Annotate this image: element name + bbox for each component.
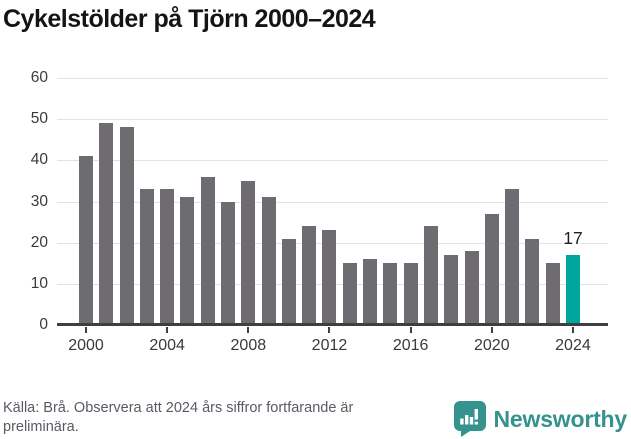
x-axis-line bbox=[57, 323, 608, 326]
bar-2009 bbox=[261, 197, 276, 325]
bar-2013 bbox=[342, 263, 357, 325]
y-tick-label-30: 30 bbox=[30, 192, 48, 210]
bar-2016 bbox=[403, 263, 418, 325]
x-tick-2008 bbox=[247, 327, 250, 333]
bar-2000 bbox=[79, 156, 93, 325]
plot-area: 17 bbox=[57, 78, 608, 326]
x-tick-2000 bbox=[85, 327, 87, 333]
x-tick-2020 bbox=[490, 327, 493, 333]
bar-2017 bbox=[423, 226, 438, 325]
x-tick-label-2024: 2024 bbox=[555, 337, 591, 354]
y-axis-labels: 0 10 20 30 40 50 60 bbox=[0, 69, 50, 333]
highlight-value-label: 17 bbox=[563, 228, 583, 249]
bar-2022 bbox=[525, 238, 540, 325]
bar-2003 bbox=[139, 189, 154, 325]
newsworthy-logo[interactable]: Newsworthy bbox=[453, 401, 628, 437]
x-tick-label-2016: 2016 bbox=[392, 337, 429, 354]
bar-2019 bbox=[464, 250, 479, 325]
gridline-60 bbox=[57, 78, 608, 79]
chart-title: Cykelstölder på Tjörn 2000–2024 bbox=[3, 5, 376, 33]
bar-2005 bbox=[180, 197, 195, 325]
x-axis-labels: 2000 2004 2008 2012 2016 2020 2024 bbox=[57, 325, 608, 361]
bar-2012 bbox=[322, 230, 337, 325]
bar-2011 bbox=[302, 226, 317, 325]
x-tick-label-2008: 2008 bbox=[230, 337, 267, 354]
bar-2014 bbox=[363, 259, 378, 325]
x-tick-label-2004: 2004 bbox=[149, 337, 185, 354]
bar-2023 bbox=[545, 263, 560, 325]
bar-2006 bbox=[200, 176, 215, 325]
newsworthy-bubble-chart-icon bbox=[453, 401, 486, 437]
gridline-50 bbox=[57, 119, 608, 121]
gridline-30 bbox=[57, 201, 608, 203]
x-tick-2016 bbox=[409, 327, 412, 333]
y-tick-label-60: 60 bbox=[30, 69, 48, 86]
y-tick-label-10: 10 bbox=[30, 274, 48, 292]
bar-2020 bbox=[484, 213, 499, 325]
y-tick-label-0: 0 bbox=[39, 316, 48, 333]
x-tick-2024 bbox=[571, 327, 574, 333]
x-tick-label-2012: 2012 bbox=[311, 337, 348, 354]
y-tick-label-50: 50 bbox=[30, 110, 48, 128]
bar-2001 bbox=[99, 123, 114, 325]
x-tick-label-2020: 2020 bbox=[474, 337, 510, 354]
y-tick-label-20: 20 bbox=[30, 233, 48, 251]
y-tick-label-40: 40 bbox=[30, 151, 48, 169]
source-note: Källa: Brå. Observera att 2024 års siffr… bbox=[3, 399, 353, 437]
bar-2010 bbox=[281, 238, 296, 325]
bar-2008 bbox=[241, 180, 256, 325]
newsworthy-wordmark: Newsworthy bbox=[493, 405, 628, 432]
source-note-line-2: preliminära. bbox=[3, 419, 79, 435]
x-tick-2004 bbox=[166, 327, 169, 333]
x-tick-2012 bbox=[328, 327, 331, 333]
gridline-40 bbox=[57, 160, 608, 162]
bar-2024 bbox=[565, 255, 580, 325]
bar-2018 bbox=[444, 255, 459, 325]
source-note-line-1: Källa: Brå. Observera att 2024 års siffr… bbox=[3, 400, 354, 416]
bar-2007 bbox=[221, 201, 236, 325]
bar-2015 bbox=[383, 263, 398, 325]
x-tick-label-2000: 2000 bbox=[68, 337, 104, 354]
bar-2021 bbox=[505, 189, 520, 325]
bar-2004 bbox=[160, 189, 175, 325]
bar-2002 bbox=[119, 127, 134, 325]
